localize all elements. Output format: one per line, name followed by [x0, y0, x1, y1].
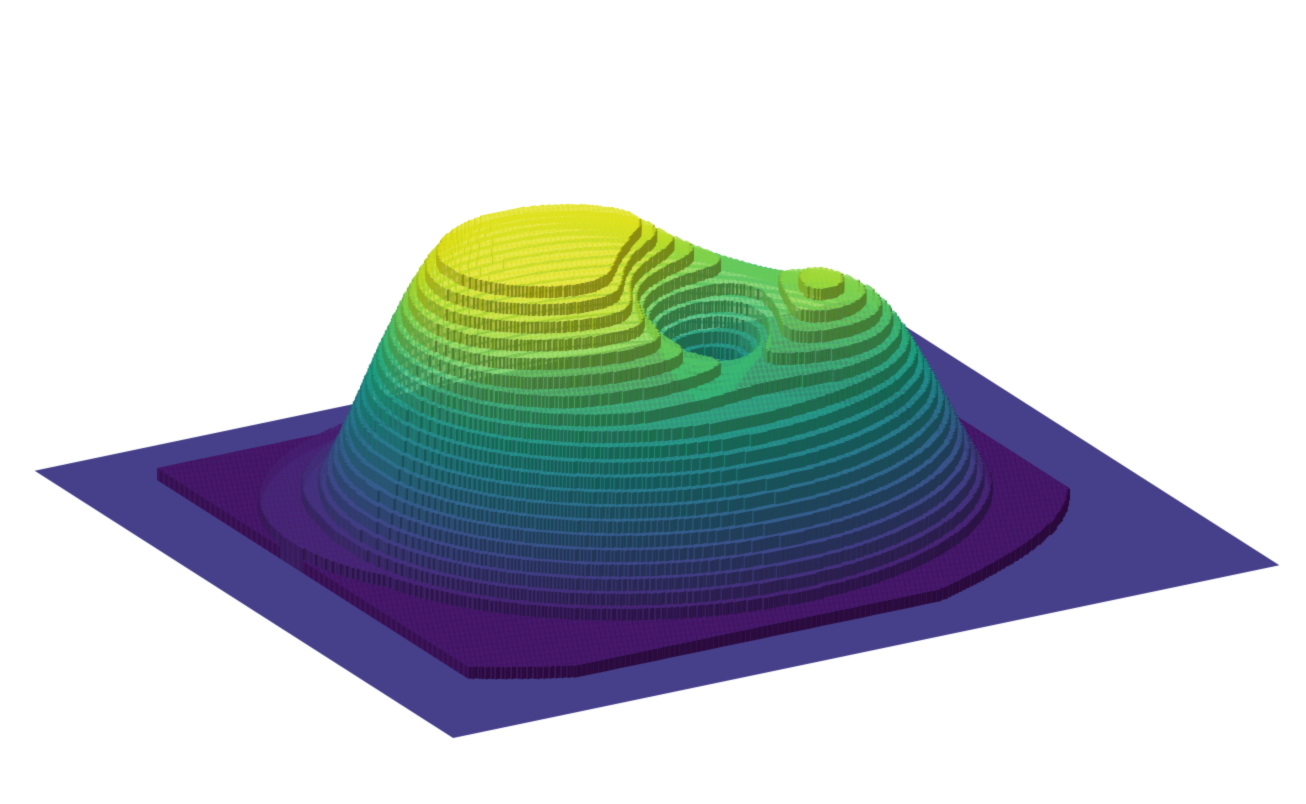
plot-area: [0, 0, 1306, 804]
terraced-surface-plot: [0, 0, 1306, 804]
